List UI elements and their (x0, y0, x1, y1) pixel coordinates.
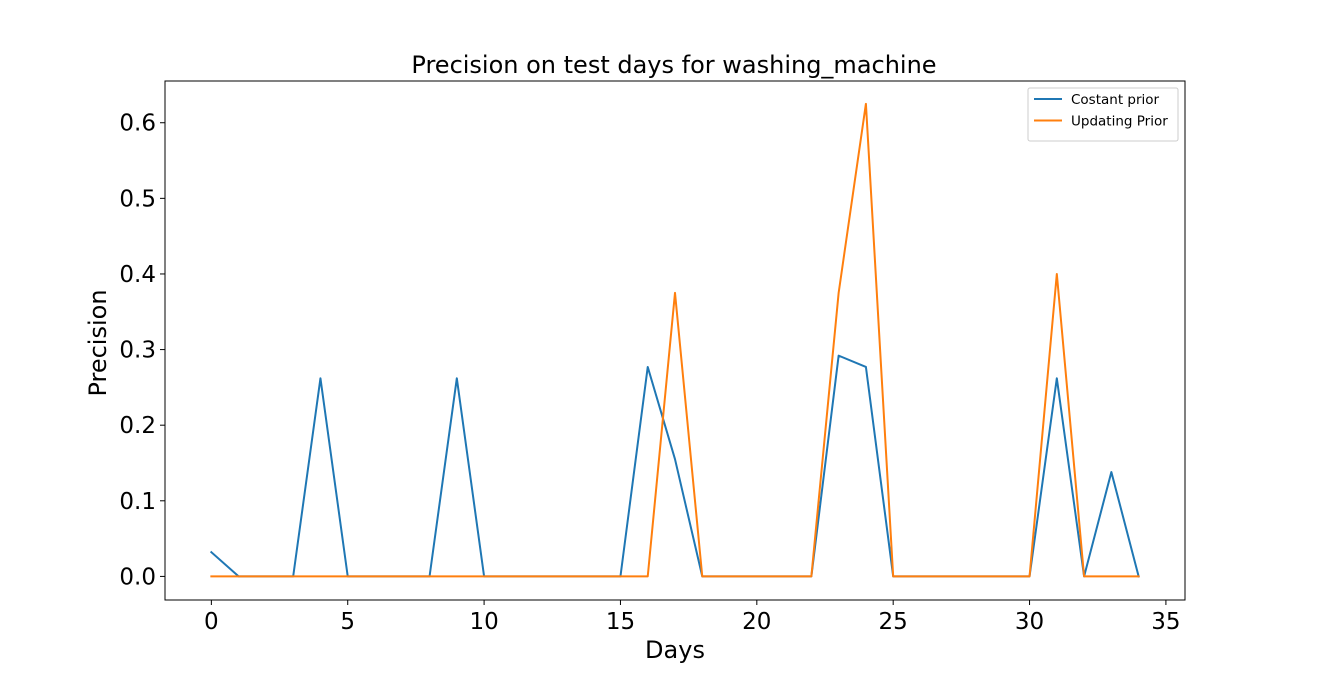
legend-box (1027, 87, 1179, 142)
x-tick-label: 25 (879, 609, 908, 635)
y-tick-label: 0.1 (119, 489, 156, 515)
x-tick-label: 35 (1151, 609, 1180, 635)
x-axis-label: Days (645, 636, 705, 664)
y-tick-label: 0.3 (119, 338, 156, 364)
x-tick-label: 0 (204, 609, 219, 635)
x-tick-label: 20 (742, 609, 771, 635)
legend-label-0: Costant prior (1071, 92, 1160, 108)
y-tick-label: 0.2 (119, 413, 156, 439)
x-tick-label: 5 (340, 609, 355, 635)
y-tick-label: 0.4 (119, 262, 156, 288)
y-tick-label: 0.6 (119, 111, 156, 137)
y-axis-ticks: 0.0 0.1 0.2 0.3 0.4 0.5 0.6 (119, 111, 165, 590)
x-tick-label: 15 (606, 609, 635, 635)
x-tick-label: 30 (1015, 609, 1044, 635)
legend-label-1: Updating Prior (1071, 114, 1168, 130)
y-tick-label: 0.5 (119, 186, 156, 212)
chart-title: Precision on test days for washing_machi… (411, 51, 936, 79)
x-axis-ticks: 0 5 10 15 20 25 30 35 (204, 600, 1181, 635)
legend: Costant prior Updating Prior (1027, 87, 1179, 142)
x-tick-label: 10 (469, 609, 498, 635)
plot-frame (164, 80, 1186, 601)
series-line-0 (209, 354, 1140, 578)
plot-lines (209, 102, 1140, 578)
y-axis-label: Precision (84, 289, 112, 396)
y-tick-label: 0.0 (119, 564, 156, 590)
series-line-1 (210, 102, 1140, 578)
